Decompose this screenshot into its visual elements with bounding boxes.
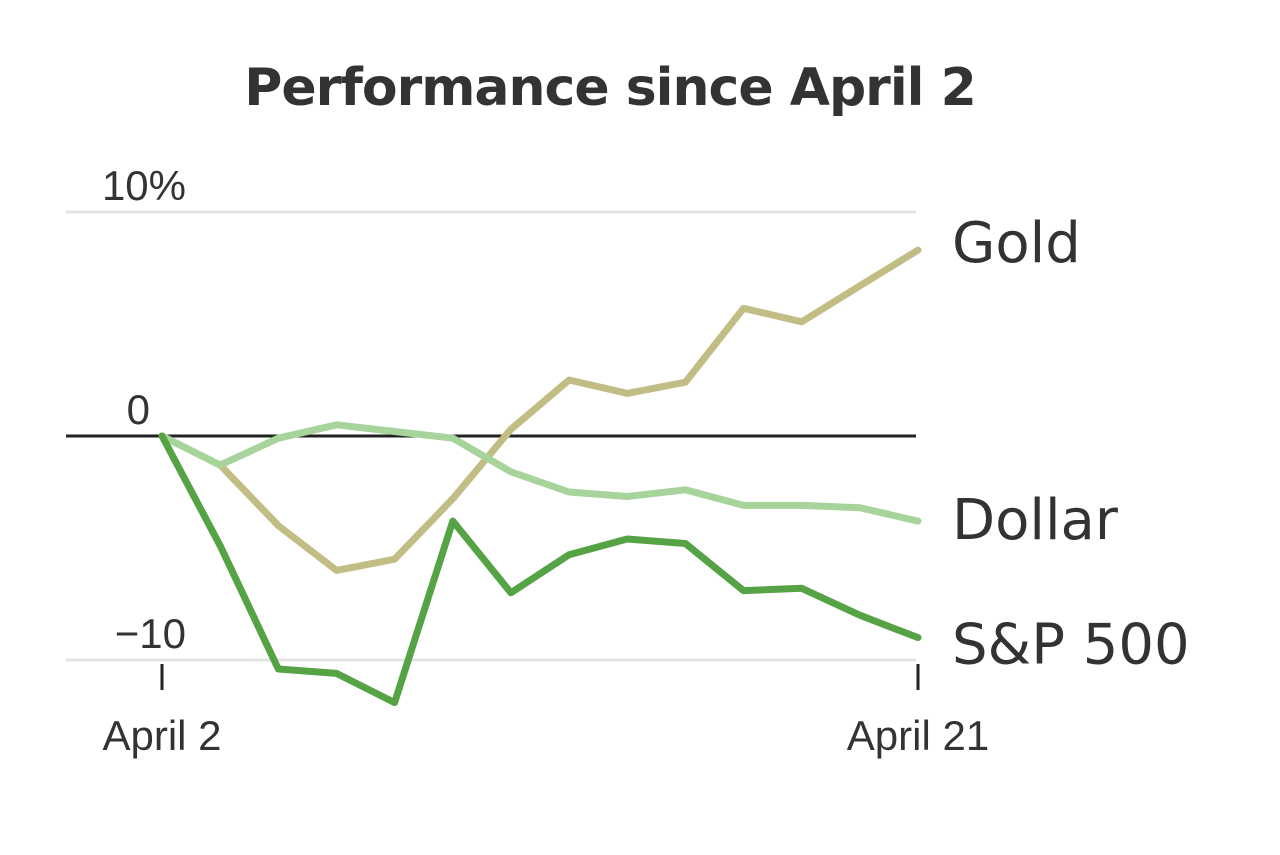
chart-title: Performance since April 2: [244, 58, 976, 118]
series-label-dollar: Dollar: [952, 488, 1119, 553]
series-label-s-p-500: S&P 500: [952, 613, 1190, 678]
x-tick-label: April 21: [847, 712, 989, 759]
y-tick-label: 10%: [102, 162, 186, 209]
gridlines: [66, 210, 916, 662]
series-line-gold: [158, 246, 922, 574]
x-tick-label: April 2: [102, 712, 221, 759]
series-line-s-p-500: [158, 432, 922, 707]
x-axis: April 2 April 21: [102, 664, 989, 759]
y-tick-label: 0: [127, 386, 150, 433]
series-label-gold: Gold: [952, 211, 1081, 276]
series-line-dollar: [158, 421, 922, 525]
series-lines: [158, 246, 922, 707]
series-labels: Gold Dollar S&P 500: [952, 211, 1190, 678]
y-axis-tick-labels: 10% 0 −10: [102, 162, 186, 657]
y-tick-label: −10: [115, 610, 186, 657]
